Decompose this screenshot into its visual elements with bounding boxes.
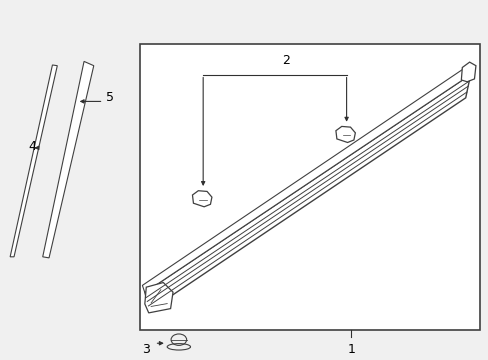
Polygon shape [192,191,211,207]
Polygon shape [335,126,355,143]
Polygon shape [10,65,57,257]
Polygon shape [460,62,475,82]
Polygon shape [142,66,469,293]
FancyBboxPatch shape [140,44,479,330]
Text: 4: 4 [28,140,36,153]
Polygon shape [144,75,469,310]
Text: 1: 1 [347,343,355,356]
Text: 2: 2 [281,54,289,67]
Polygon shape [144,283,173,313]
Text: 3: 3 [142,343,149,356]
Text: 5: 5 [106,91,114,104]
Polygon shape [42,62,94,258]
